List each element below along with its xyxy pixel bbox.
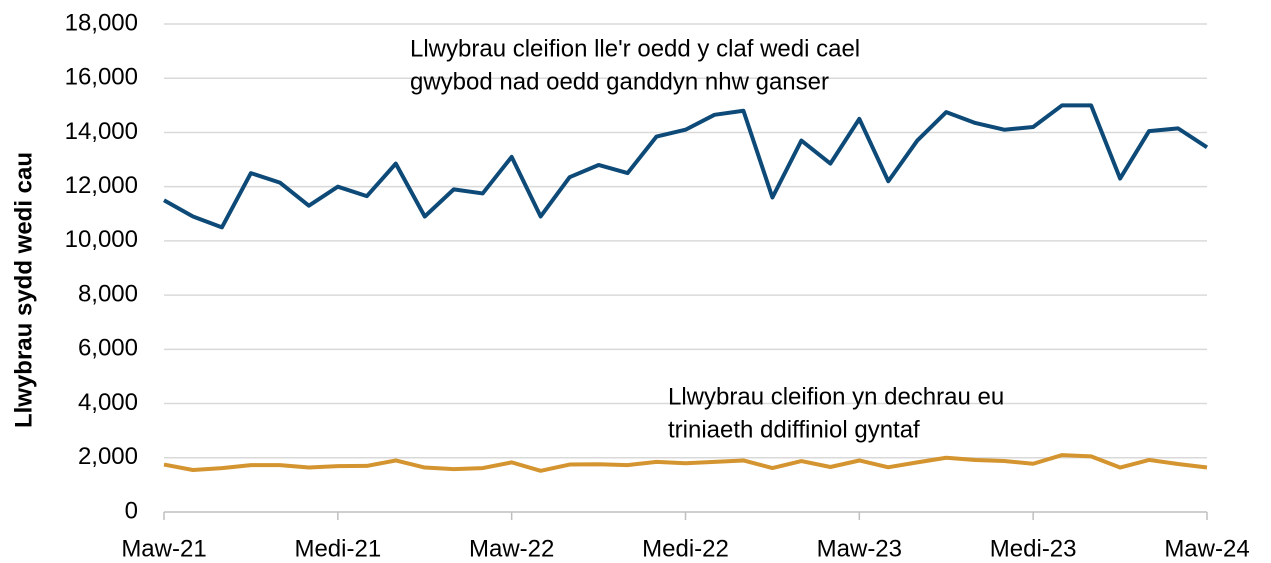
annotation: Llwybrau cleifion lle'r oedd y claf wedi… bbox=[410, 35, 860, 62]
y-tick-label: 16,000 bbox=[65, 64, 138, 91]
y-tick-label: 0 bbox=[125, 497, 138, 524]
x-tick-label: Maw-24 bbox=[1164, 535, 1249, 562]
x-tick-label: Medi-21 bbox=[294, 535, 381, 562]
y-tick-label: 2,000 bbox=[78, 443, 138, 470]
y-tick-label: 8,000 bbox=[78, 280, 138, 307]
x-tick-label: Medi-23 bbox=[990, 535, 1077, 562]
series-line bbox=[163, 103, 1209, 230]
series-line bbox=[163, 453, 1208, 473]
y-tick-label: 6,000 bbox=[78, 335, 138, 362]
y-tick-label: 12,000 bbox=[65, 172, 138, 199]
x-tick-label: Maw-22 bbox=[469, 535, 554, 562]
y-axis-label: Llwybrau sydd wedi cau bbox=[10, 152, 37, 428]
annotation: gwybod nad oedd ganddyn nhw ganser bbox=[410, 68, 829, 95]
annotation: Llwybrau cleifion yn dechrau eu bbox=[668, 383, 1004, 410]
x-tick-label: Maw-23 bbox=[817, 535, 902, 562]
x-tick-label: Maw-21 bbox=[121, 535, 206, 562]
x-tick-label: Medi-22 bbox=[642, 535, 729, 562]
annotation: triniaeth ddiffiniol gyntaf bbox=[668, 416, 920, 443]
y-tick-label: 10,000 bbox=[65, 226, 138, 253]
y-tick-label: 4,000 bbox=[78, 389, 138, 416]
y-tick-label: 14,000 bbox=[65, 118, 138, 145]
y-tick-label: 18,000 bbox=[65, 9, 138, 36]
